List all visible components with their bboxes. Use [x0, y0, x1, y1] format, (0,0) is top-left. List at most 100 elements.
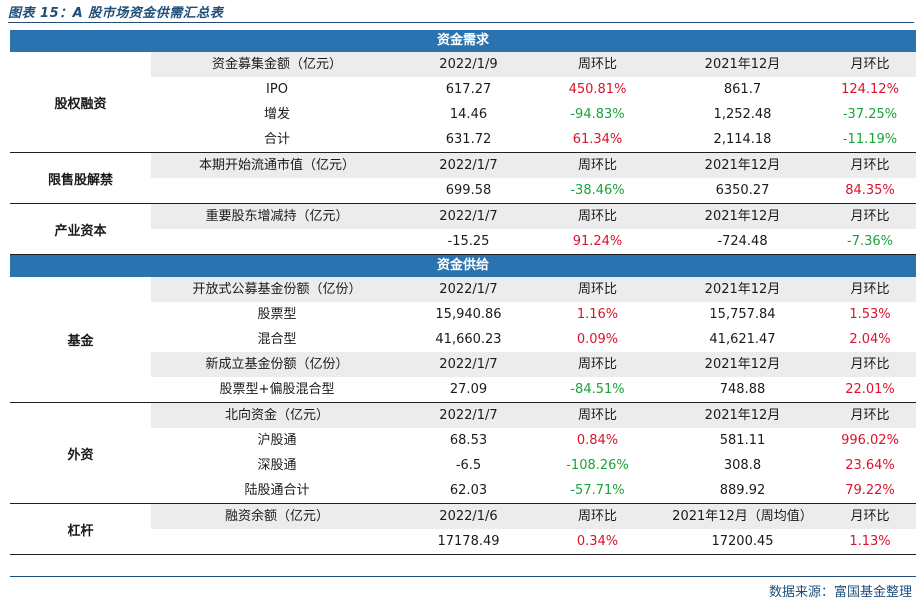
table-row: IPO 617.27 450.81% 861.7 124.12%: [151, 77, 916, 102]
table-cell: 62.03: [449, 483, 488, 498]
section-label: 外资: [67, 447, 94, 463]
table-cell: 月环比: [850, 282, 890, 297]
table-cell: 91.24%: [572, 234, 623, 249]
table-cell: 23.64%: [845, 458, 895, 473]
table-cell: 月环比: [850, 158, 890, 173]
table-cell: 月环比: [850, 408, 890, 423]
table-cell: -57.71%: [570, 483, 625, 498]
table-cell: 1.53%: [849, 307, 891, 322]
table-cell: -6.5: [455, 458, 482, 473]
table-cell: 41,621.47: [709, 332, 776, 347]
table-cell: 2021年12月: [704, 209, 781, 224]
table-cell: 2021年12月: [704, 57, 781, 72]
table-cell: -38.46%: [570, 183, 625, 198]
table-cell: 699.58: [445, 183, 492, 198]
table-cell: 617.27: [445, 82, 492, 97]
table-cell: 股票型: [257, 307, 297, 322]
table-cell: 周环比: [577, 408, 617, 423]
table-cell: 450.81%: [568, 82, 627, 97]
table-cell: 股票型+偏股混合型: [219, 382, 335, 397]
table-cell: 陆股通合计: [244, 483, 310, 498]
table-row: 混合型 41,660.23 0.09% 41,621.47 2.04%: [151, 327, 916, 352]
table-cell: 1.13%: [849, 534, 891, 549]
table-cell: 合计: [263, 132, 290, 147]
table-cell: 月环比: [850, 209, 890, 224]
title-rule: [8, 22, 914, 23]
section-rows: 北向资金（亿元） 2022/1/7 周环比 2021年12月 月环比 沪股通 68.53 0.…: [151, 403, 916, 503]
table-cell: -84.51%: [570, 382, 625, 397]
section-rows: 重要股东增减持（亿元） 2022/1/7 周环比 2021年12月 月环比 -15.25 9…: [151, 204, 916, 254]
section-rows: 资金募集金额（亿元） 2022/1/9 周环比 2021年12月 月环比 IPO 617.2…: [151, 52, 916, 152]
section-rows: 融资余额（亿元） 2022/1/6 周环比 2021年12月（周均值） 月环比 17178…: [151, 504, 916, 554]
table-cell: 2022/1/7: [439, 282, 498, 297]
table-cell: 22.01%: [845, 382, 895, 397]
table-header-row: 本期开始流通市值（亿元） 2022/1/7 周环比 2021年12月 月环比: [151, 153, 916, 178]
supply-band: 资金供给: [10, 255, 916, 277]
table-cell: 2021年12月: [704, 158, 781, 173]
table-cell: IPO: [266, 82, 288, 97]
table-header-row: 融资余额（亿元） 2022/1/6 周环比 2021年12月（周均值） 月环比: [151, 504, 916, 529]
table-cell: 重要股东增减持（亿元）: [205, 209, 349, 224]
table-row: 股票型 15,940.86 1.16% 15,757.84 1.53%: [151, 302, 916, 327]
table-cell: 79.22%: [845, 483, 895, 498]
table-row: 沪股通 68.53 0.84% 581.11 996.02%: [151, 428, 916, 453]
table-cell: 周环比: [577, 209, 617, 224]
table-cell: -11.19%: [842, 132, 898, 147]
table-cell: 开放式公募基金份额（亿份）: [192, 282, 362, 297]
table-cell: 2,114.18: [713, 132, 772, 147]
table-cell: 996.02%: [841, 433, 899, 448]
table-row: 陆股通合计 62.03 -57.71% 889.92 79.22%: [151, 478, 916, 503]
section: 产业资本 重要股东增减持（亿元） 2022/1/7 周环比 2021年12月 月环比 -15…: [10, 204, 916, 255]
table-cell: -94.83%: [570, 107, 625, 122]
table-cell: 2021年12月: [704, 408, 781, 423]
table-cell: [151, 229, 403, 254]
table-header-row: 新成立基金份额（亿份） 2022/1/7 周环比 2021年12月 月环比: [151, 352, 916, 377]
table-cell: 861.7: [723, 82, 762, 97]
table-cell: 2022/1/9: [439, 57, 498, 72]
table-cell: 2022/1/7: [439, 158, 498, 173]
demand-sections: 股权融资 资金募集金额（亿元） 2022/1/9 周环比 2021年12月 月环比 IPO 6…: [10, 52, 916, 255]
table-row: 股票型+偏股混合型 27.09 -84.51% 748.88 22.01%: [151, 377, 916, 402]
section-rows: 开放式公募基金份额（亿份） 2022/1/7 周环比 2021年12月 月环比 股票型 15…: [151, 277, 916, 402]
table-cell: 41,660.23: [435, 332, 502, 347]
table-cell: 月环比: [850, 509, 890, 524]
table-row: -15.25 91.24% -724.48 -7.36%: [151, 229, 916, 254]
table-cell: -108.26%: [566, 458, 629, 473]
figure-title: 图表 15：A 股市场资金供需汇总表: [8, 6, 224, 21]
table-cell: 深股通: [257, 458, 297, 473]
table-cell: 周环比: [577, 282, 617, 297]
table-header-row: 北向资金（亿元） 2022/1/7 周环比 2021年12月 月环比: [151, 403, 916, 428]
table-cell: 308.8: [723, 458, 762, 473]
table-cell: 17200.45: [711, 534, 774, 549]
section: 基金 开放式公募基金份额（亿份） 2022/1/7 周环比 2021年12月 月环比 股票型…: [10, 277, 916, 403]
table-cell: 周环比: [577, 158, 617, 173]
table-cell: -15.25: [447, 234, 490, 249]
section-label: 产业资本: [54, 223, 107, 239]
section: 外资 北向资金（亿元） 2022/1/7 周环比 2021年12月 月环比 沪股通 68.53…: [10, 403, 916, 504]
table-cell: 1.16%: [576, 307, 619, 322]
table-cell: 2021年12月: [704, 282, 781, 297]
section-label: 股权融资: [54, 96, 107, 112]
table-cell: 2022/1/6: [439, 509, 498, 524]
table-cell: 0.84%: [576, 433, 619, 448]
table-cell: 月环比: [850, 357, 890, 372]
table-cell: 2022/1/7: [439, 408, 498, 423]
table-cell: 124.12%: [841, 82, 899, 97]
table-cell: 2021年12月: [704, 357, 781, 372]
table-header-row: 开放式公募基金份额（亿份） 2022/1/7 周环比 2021年12月 月环比: [151, 277, 916, 302]
table-cell: 2022/1/7: [439, 209, 498, 224]
table-cell: -37.25%: [842, 107, 898, 122]
demand-band: 资金需求: [10, 30, 916, 52]
summary-table: 资金需求 股权融资 资金募集金额（亿元） 2022/1/9 周环比 2021年12月 月环…: [10, 30, 916, 555]
table-cell: 融资余额（亿元）: [224, 509, 329, 524]
table-row: 17178.49 0.34% 17200.45 1.13%: [151, 529, 916, 554]
table-cell: 15,757.84: [709, 307, 776, 322]
table-header-row: 资金募集金额（亿元） 2022/1/9 周环比 2021年12月 月环比: [151, 52, 916, 77]
table-cell: 0.34%: [576, 534, 619, 549]
table-cell: [151, 178, 403, 203]
table-row: 699.58 -38.46% 6350.27 84.35%: [151, 178, 916, 203]
table-cell: 61.34%: [572, 132, 623, 147]
table-cell: 748.88: [719, 382, 766, 397]
table-cell: 资金募集金额（亿元）: [211, 57, 342, 72]
section-label: 限售股解禁: [47, 172, 113, 188]
